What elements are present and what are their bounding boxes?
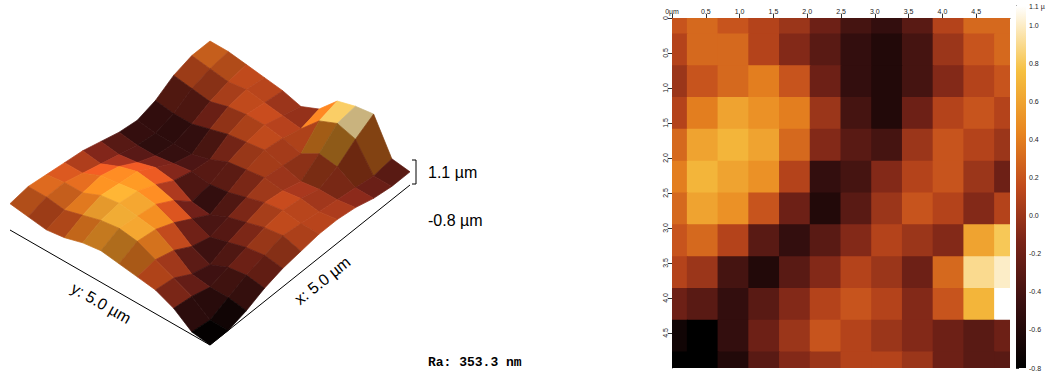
svg-text:3.5: 3.5 [662,258,669,268]
svg-text:-0.8 µm: -0.8 µm [428,212,483,229]
svg-text:2.0: 2.0 [802,8,812,15]
svg-text:0.2: 0.2 [1029,174,1039,181]
svg-text:0.0: 0.0 [1029,212,1039,219]
svg-text:0.5: 0.5 [662,48,669,58]
svg-text:1.0: 1.0 [735,8,745,15]
svg-text:1.0: 1.0 [662,83,669,93]
svg-text:1.5: 1.5 [662,118,669,128]
svg-text:4.0: 4.0 [662,293,669,303]
svg-text:y: 5.0 µm: y: 5.0 µm [68,279,134,327]
svg-text:3.5: 3.5 [904,8,914,15]
svg-text:1.1 µm: 1.1 µm [428,164,477,181]
svg-text:0µm: 0µm [665,8,679,16]
svg-text:2.0: 2.0 [662,153,669,163]
svg-text:1.5: 1.5 [769,8,779,15]
svg-text:0: 0 [662,16,669,20]
svg-text:4.5: 4.5 [662,328,669,338]
svg-text:-0.6: -0.6 [1029,326,1041,333]
svg-text:4.5: 4.5 [971,8,981,15]
svg-text:-0.4: -0.4 [1029,288,1041,295]
svg-text:3.0: 3.0 [662,223,669,233]
svg-text:2.5: 2.5 [836,8,846,15]
svg-text:-0.2: -0.2 [1029,250,1041,257]
svg-text:3.0: 3.0 [870,8,880,15]
svg-text:Ra: 353.3 nm: Ra: 353.3 nm [428,355,522,370]
svg-text:0.4: 0.4 [1029,136,1039,143]
svg-text:0.8: 0.8 [1029,60,1039,67]
svg-text:x: 5.0 µm: x: 5.0 µm [291,253,353,308]
svg-text:1.0: 1.0 [1029,22,1039,29]
svg-text:0.6: 0.6 [1029,98,1039,105]
svg-text:1.1 µ: 1.1 µ [1029,3,1045,11]
svg-text:0.5: 0.5 [701,8,711,15]
svg-text:4.0: 4.0 [938,8,948,15]
svg-text:-0.8: -0.8 [1029,365,1041,372]
svg-text:2.5: 2.5 [662,188,669,198]
